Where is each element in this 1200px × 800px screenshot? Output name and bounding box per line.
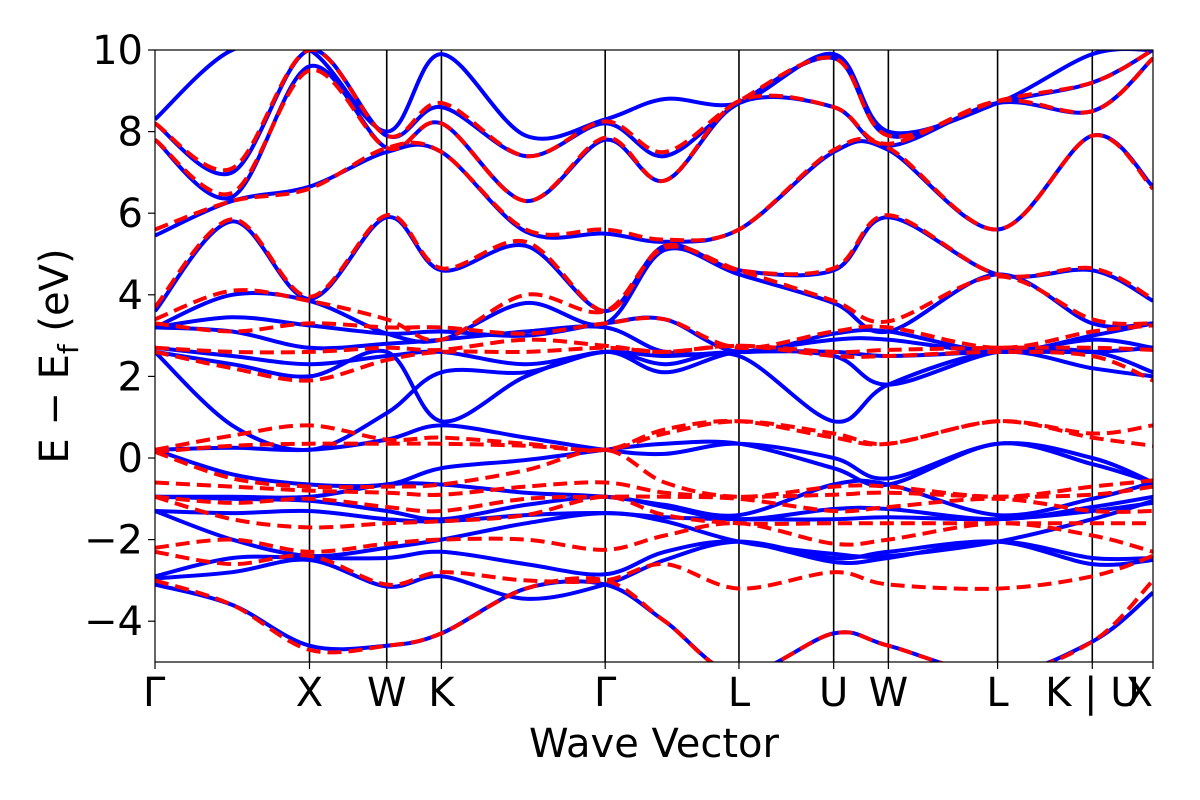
- band-line-red-dashed: [155, 213, 1153, 314]
- y-tick-label: 6: [118, 191, 143, 237]
- x-axis-label: Wave Vector: [529, 721, 780, 767]
- band-line-blue-solid: [155, 346, 1153, 424]
- x-tick-label: L: [728, 670, 751, 716]
- x-tick-label: W: [367, 670, 407, 716]
- band-line-red-dashed: [155, 56, 1153, 204]
- band-line-red-dashed: [155, 133, 1153, 243]
- y-tick-label: 0: [118, 436, 143, 482]
- y-axis-label: E − Ef (eV): [32, 248, 85, 463]
- x-tick-label: W: [869, 670, 909, 716]
- band-line-red-dashed: [155, 419, 1153, 453]
- x-tick-label: Γ: [143, 670, 166, 716]
- band-line-blue-solid: [155, 349, 1153, 453]
- band-line-blue-solid: [155, 50, 1153, 141]
- band-line-red-dashed: [155, 480, 1153, 499]
- x-tick-label: Γ: [594, 670, 617, 716]
- band-line-red-dashed: [155, 447, 1153, 499]
- x-tick-label: K: [428, 670, 456, 716]
- band-line-red-dashed: [155, 549, 1153, 591]
- band-line-red-dashed: [155, 576, 1153, 662]
- x-tick-label: U: [819, 670, 848, 716]
- band-line-red-dashed: [155, 494, 1153, 514]
- band-line-red-dashed: [155, 494, 1153, 530]
- y-axis-ticks: −4 −2 0 2 4 6 8 10: [84, 28, 155, 645]
- band-line-red-dashed: [155, 315, 1153, 350]
- y-tick-label: −4: [84, 599, 143, 645]
- y-tick-label: 8: [118, 110, 143, 156]
- plot-frame: [154, 49, 1154, 663]
- y-tick-label: −2: [84, 518, 143, 564]
- x-tick-label: X: [296, 670, 323, 716]
- y-tick-label: 10: [92, 28, 143, 74]
- y-tick-label: 2: [118, 354, 143, 400]
- x-tick-label: L: [986, 670, 1009, 716]
- x-tick-label: K | U: [1045, 670, 1139, 716]
- band-lines: [155, 50, 1153, 662]
- band-line-blue-solid: [155, 478, 1153, 518]
- band-line-red-dashed: [155, 337, 1153, 355]
- y-tick-label: 4: [118, 273, 143, 319]
- x-tick-label: X: [1126, 670, 1153, 716]
